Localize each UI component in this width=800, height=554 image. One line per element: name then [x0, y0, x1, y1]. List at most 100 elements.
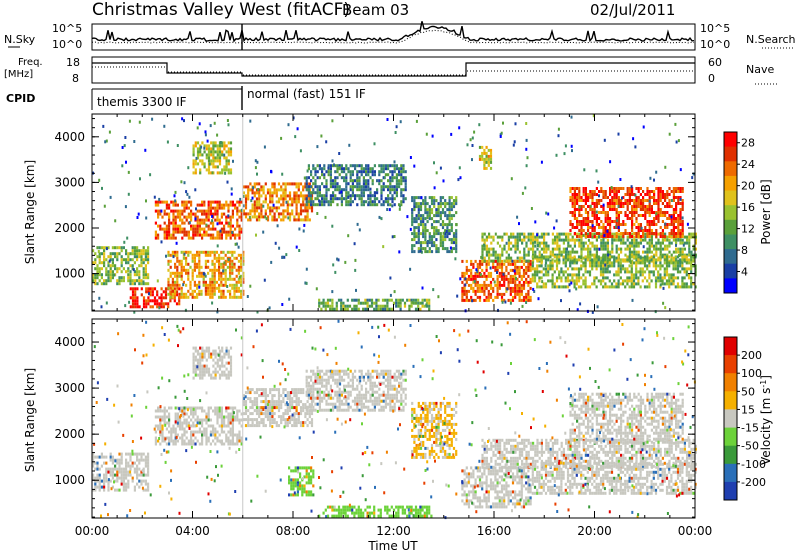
heatmap-cell	[674, 267, 677, 271]
heatmap-cell	[668, 132, 671, 136]
heatmap-cell	[276, 224, 279, 228]
heatmap-cell	[584, 220, 587, 223]
heatmap-cell	[489, 283, 493, 287]
heatmap-cell	[109, 473, 112, 477]
heatmap-cell	[670, 261, 673, 265]
heatmap-cell	[161, 427, 164, 431]
heatmap-cell	[188, 195, 191, 199]
heatmap-cell	[109, 255, 112, 259]
heatmap-cell	[104, 140, 107, 144]
heatmap-cell	[344, 307, 347, 311]
heatmap-cell	[538, 258, 541, 262]
heatmap-cell	[122, 488, 125, 492]
heatmap-cell	[365, 164, 368, 168]
heatmap-cell	[140, 249, 143, 253]
noise-right-tick-bottom: 10^0	[700, 38, 730, 51]
heatmap-cell	[205, 233, 208, 237]
heatmap-cell	[103, 479, 106, 483]
heatmap-cell	[518, 222, 520, 226]
heatmap-cell	[628, 232, 631, 235]
heatmap-cell	[569, 187, 572, 190]
heatmap-cell	[593, 261, 596, 265]
heatmap-cell	[444, 199, 447, 203]
heatmap-cell	[375, 301, 378, 305]
heatmap-cell	[435, 238, 438, 242]
heatmap-cell	[329, 307, 332, 311]
heatmap-cell	[299, 212, 303, 216]
heatmap-cell	[518, 235, 521, 239]
heatmap-cell	[304, 197, 307, 201]
heatmap-cell	[675, 205, 678, 208]
heatmap-cell	[483, 163, 486, 167]
heatmap-cell	[476, 295, 479, 299]
heatmap-cell	[234, 236, 237, 240]
heatmap-cell	[382, 176, 385, 180]
heatmap-cell	[637, 199, 640, 202]
heatmap-cell	[203, 209, 206, 213]
heatmap-cell	[255, 191, 259, 195]
heatmap-cell	[637, 229, 640, 232]
heatmap-cell	[236, 233, 239, 237]
heatmap-cell	[210, 153, 213, 157]
heatmap-cell	[652, 258, 655, 262]
heatmap-cell	[516, 271, 519, 275]
heatmap-cell	[163, 221, 166, 225]
heatmap-cell	[105, 267, 108, 271]
heatmap-cell	[587, 193, 590, 196]
heatmap-cell	[323, 203, 326, 207]
heatmap-cell	[335, 304, 338, 308]
heatmap-cell	[384, 167, 387, 171]
heatmap-cell	[657, 199, 660, 202]
heatmap-cell	[422, 217, 425, 221]
heatmap-cell	[593, 217, 596, 220]
heatmap-cell	[523, 232, 526, 236]
heatmap-cell	[367, 197, 370, 201]
heatmap-cell	[665, 273, 669, 277]
heatmap-cell	[203, 162, 206, 166]
heatmap-cell	[413, 226, 416, 230]
heatmap-cell	[446, 235, 449, 239]
heatmap-cell	[681, 216, 684, 220]
heatmap-cell	[589, 193, 592, 196]
heatmap-cell	[679, 253, 682, 257]
heatmap-cell	[474, 271, 477, 275]
heatmap-cell	[611, 238, 614, 242]
heatmap-cell	[218, 289, 221, 293]
heatmap-cell	[144, 488, 147, 492]
heatmap-cell	[445, 230, 448, 233]
heatmap-cell	[282, 200, 285, 204]
heatmap-cell	[236, 221, 239, 225]
heatmap-cell	[631, 229, 634, 232]
heatmap-cell	[619, 178, 622, 181]
heatmap-cell	[452, 247, 456, 251]
heatmap-cell	[509, 298, 512, 302]
heatmap-cell	[679, 197, 682, 201]
heatmap-cell	[505, 289, 508, 293]
heatmap-cell	[648, 196, 651, 199]
heatmap-cell	[527, 259, 530, 263]
heatmap-cell	[661, 220, 664, 223]
heatmap-cell	[659, 283, 662, 287]
heatmap-cell	[247, 194, 250, 198]
heatmap-cell	[439, 232, 442, 236]
heatmap-cell	[391, 170, 394, 174]
heatmap-cell	[410, 304, 413, 308]
heatmap-cell	[632, 255, 636, 259]
heatmap-cell	[114, 246, 117, 250]
heatmap-cell	[551, 264, 554, 268]
heatmap-cell	[233, 283, 236, 287]
heatmap-cell	[668, 279, 671, 283]
heatmap-cell	[305, 182, 308, 186]
heatmap-cell	[587, 196, 590, 199]
heatmap-cell	[619, 267, 622, 271]
heatmap-cell	[109, 267, 112, 271]
heatmap-cell	[213, 250, 216, 254]
heatmap-cell	[195, 156, 198, 160]
heatmap-cell	[202, 274, 205, 278]
heatmap-cell	[681, 279, 684, 283]
heatmap-cell	[521, 191, 524, 195]
heatmap-cell	[198, 259, 201, 263]
heatmap-cell	[659, 226, 662, 229]
heatmap-cell	[395, 164, 398, 168]
